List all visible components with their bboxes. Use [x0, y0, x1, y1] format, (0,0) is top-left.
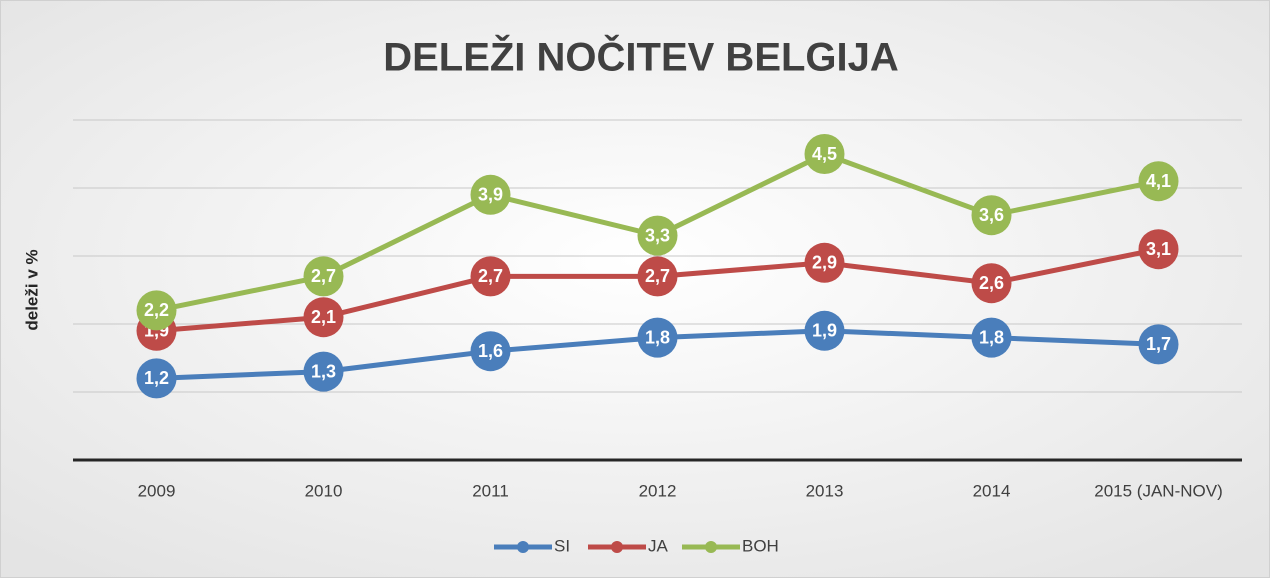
- data-label: 1,3: [311, 361, 336, 381]
- x-tick-label: 2014: [973, 481, 1011, 500]
- data-label: 2,7: [311, 266, 336, 286]
- data-label: 1,6: [478, 341, 503, 361]
- marker: [804, 134, 845, 174]
- data-label: 1,9: [812, 321, 837, 341]
- x-tick-label: 2012: [639, 481, 677, 500]
- data-label: 3,3: [645, 225, 670, 245]
- x-tick-label: 2009: [138, 481, 176, 500]
- data-label: 1,8: [979, 327, 1004, 347]
- marker: [136, 358, 177, 399]
- data-label: 2,9: [812, 253, 837, 273]
- marker: [303, 351, 344, 392]
- data-label: 4,5: [812, 144, 837, 164]
- data-label: 3,9: [478, 185, 503, 205]
- marker: [470, 174, 511, 215]
- marker: [1138, 229, 1179, 270]
- marker: [804, 242, 845, 283]
- data-label: 2,6: [979, 273, 1004, 293]
- marker: [971, 317, 1012, 358]
- data-label: 1,7: [1146, 334, 1171, 354]
- marker: [637, 317, 678, 358]
- y-axis-label: deleži v %: [22, 249, 41, 330]
- legend-marker: [517, 541, 529, 553]
- marker: [136, 290, 177, 331]
- legend-marker: [705, 541, 717, 553]
- data-label: 4,1: [1146, 171, 1171, 191]
- marker: [303, 256, 344, 297]
- marker: [1138, 324, 1179, 365]
- data-label: 2,7: [478, 266, 503, 286]
- marker: [470, 256, 511, 297]
- chart-title: DELEŽI NOČITEV BELGIJA: [383, 34, 899, 80]
- x-tick-label: 2013: [806, 481, 844, 500]
- data-label: 3,1: [1146, 239, 1171, 259]
- marker: [1138, 161, 1179, 202]
- legend-marker: [611, 541, 623, 553]
- marker: [637, 256, 678, 297]
- x-tick-label: 2011: [472, 481, 509, 500]
- data-label: 2,1: [311, 307, 336, 327]
- data-label: 3,6: [979, 205, 1004, 225]
- data-label: 2,7: [645, 266, 670, 286]
- legend-label: JA: [648, 536, 669, 555]
- marker: [637, 215, 678, 256]
- marker: [470, 331, 511, 372]
- data-label: 1,2: [144, 368, 169, 388]
- x-tick-label: 2010: [305, 481, 343, 500]
- marker: [303, 297, 344, 338]
- data-label: 2,2: [144, 300, 169, 320]
- marker: [971, 263, 1012, 304]
- legend-label: SI: [554, 536, 570, 555]
- marker: [804, 310, 845, 351]
- marker: [971, 195, 1012, 236]
- data-label: 1,8: [645, 327, 670, 347]
- legend-label: BOH: [742, 536, 779, 555]
- x-tick-label: 2015 (JAN-NOV): [1094, 481, 1222, 500]
